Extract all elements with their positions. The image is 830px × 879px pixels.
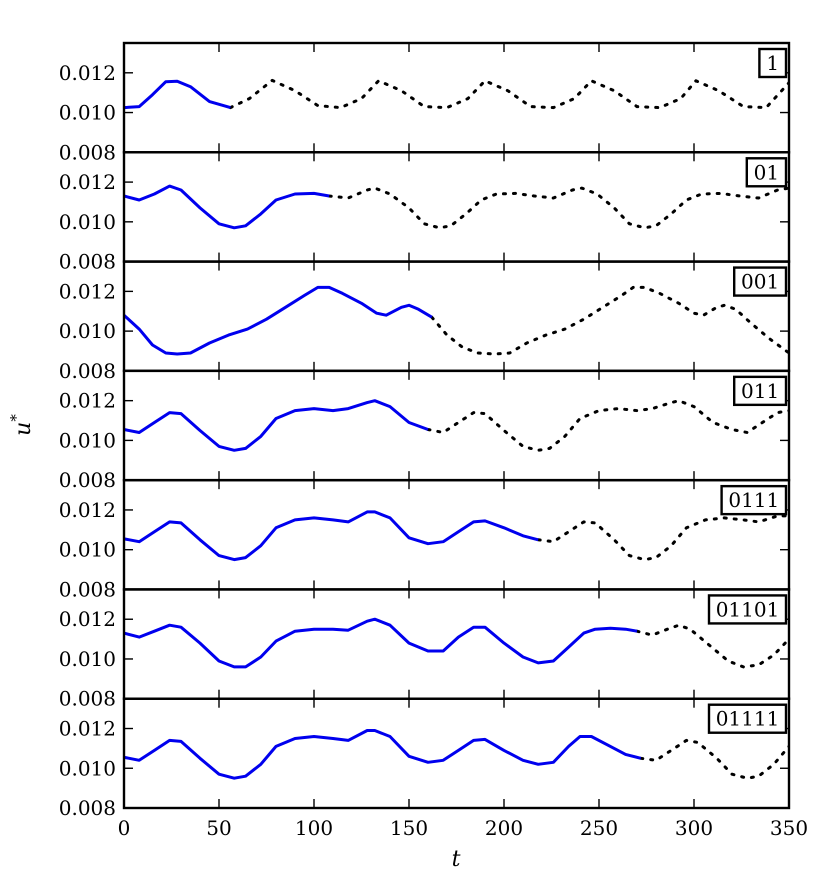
- y-tick-label: 0.008: [59, 250, 116, 274]
- series-line-continuation: [639, 738, 789, 780]
- y-tick-label: 0.008: [59, 468, 116, 492]
- series-line-computed: [124, 617, 638, 669]
- panel-01101: 0.008 0.010 0.012 01101: [59, 588, 791, 711]
- panel-frame: [122, 41, 791, 154]
- panel-tag-label: 0111: [728, 488, 779, 512]
- panel-001: 0.008 0.010 0.012 001: [59, 260, 791, 383]
- series-line-continuation: [228, 78, 789, 110]
- panel-tag-box: [745, 157, 788, 188]
- panel-tag-box: [707, 703, 788, 734]
- series-line-computed: [124, 399, 429, 452]
- panel-01111: 0.008 0.010 0.012 01111: [59, 697, 791, 820]
- panel-series: [124, 510, 789, 562]
- panel-tag-label: 01101: [716, 597, 780, 621]
- y-tick-label: 0.010: [59, 101, 116, 125]
- y-axis-label: u*: [7, 414, 36, 436]
- y-tick-label: 0.012: [59, 717, 116, 741]
- series-line-continuation: [430, 285, 789, 356]
- panel-tag-box: [733, 266, 788, 297]
- panel-tag-label: 011: [741, 379, 779, 403]
- panel-tag: 01101: [707, 594, 788, 625]
- y-tick-label: 0.012: [59, 279, 116, 303]
- panel-series: [124, 729, 789, 780]
- x-tick-labels: 0 50 100 150 200 250 300 350: [118, 816, 808, 840]
- panel-tag: 011: [733, 375, 788, 407]
- panel-series: [124, 617, 789, 669]
- series-line-computed: [124, 510, 539, 562]
- y-tick-label: 0.012: [59, 498, 116, 522]
- panel-tag-label: 001: [741, 270, 779, 294]
- x-axis-label: t: [452, 847, 461, 872]
- panel-01: 0.008 0.010 0.012 01: [59, 151, 791, 274]
- panel-tag: 1: [758, 47, 788, 79]
- x-tick-label: 0: [118, 816, 131, 840]
- y-tick-label: 0.010: [59, 210, 116, 234]
- panel-tag: 001: [733, 266, 788, 297]
- y-tick-label: 0.010: [59, 756, 116, 780]
- panel-tag: 01111: [707, 703, 788, 734]
- panel-tag-box: [707, 594, 788, 625]
- y-tick-label: 0.012: [59, 170, 116, 194]
- y-tick-label: 0.012: [59, 61, 116, 85]
- panel-0111: 0.008 0.010 0.012 0111: [59, 478, 791, 601]
- panel-tag-box: [720, 484, 788, 516]
- panel-series: [124, 285, 789, 356]
- y-tick-label: 0.008: [59, 577, 116, 601]
- x-tick-label: 100: [295, 816, 333, 840]
- panel-tag-label: 01111: [716, 707, 780, 731]
- panel-series: [124, 184, 789, 230]
- series-line-continuation: [536, 514, 789, 562]
- y-tick-label: 0.008: [59, 359, 116, 383]
- series-line-computed: [124, 285, 433, 356]
- panel-tag: 0111: [720, 484, 788, 516]
- panel-frame: [122, 588, 791, 700]
- y-axis-label-base: u: [11, 422, 36, 436]
- panel-frame: [122, 260, 791, 373]
- series-line-computed: [124, 729, 642, 780]
- x-tick-label: 250: [580, 816, 618, 840]
- panel-frame: [122, 697, 791, 810]
- series-line-continuation: [327, 186, 789, 230]
- panel-011: 0.008 0.010 0.012 011: [59, 369, 791, 492]
- x-tick-label: 200: [485, 816, 523, 840]
- y-tick-label: 0.008: [59, 796, 116, 820]
- panel-1: 0.008 0.010 0.012 1: [59, 41, 791, 164]
- panel-tag-box: [758, 47, 788, 79]
- y-tick-label: 0.010: [59, 538, 116, 562]
- y-tick-label: 0.008: [59, 687, 116, 711]
- y-axis-label-superscript: *: [7, 414, 25, 422]
- y-tick-label: 0.012: [59, 607, 116, 631]
- x-tick-label: 300: [675, 816, 713, 840]
- panel-series: [124, 399, 789, 452]
- panel-tag-box: [733, 375, 788, 407]
- x-tick-label: 50: [206, 816, 231, 840]
- y-tick-label: 0.010: [59, 319, 116, 343]
- x-tick-label: 150: [390, 816, 428, 840]
- y-tick-label: 0.012: [59, 389, 116, 413]
- series-line-computed: [124, 79, 231, 110]
- series-line-computed: [124, 184, 330, 230]
- panel-tag-label: 1: [766, 51, 779, 75]
- y-tick-label: 0.008: [59, 140, 116, 164]
- series-line-continuation: [635, 623, 789, 669]
- panel-tag: 01: [745, 157, 788, 188]
- y-tick-label: 0.010: [59, 647, 116, 671]
- x-tick-label: 350: [770, 816, 808, 840]
- y-tick-label: 0.010: [59, 428, 116, 452]
- panel-series: [124, 78, 789, 110]
- panel-tag-label: 01: [754, 160, 779, 184]
- panel-frame: [122, 151, 791, 263]
- series-line-continuation: [426, 399, 789, 452]
